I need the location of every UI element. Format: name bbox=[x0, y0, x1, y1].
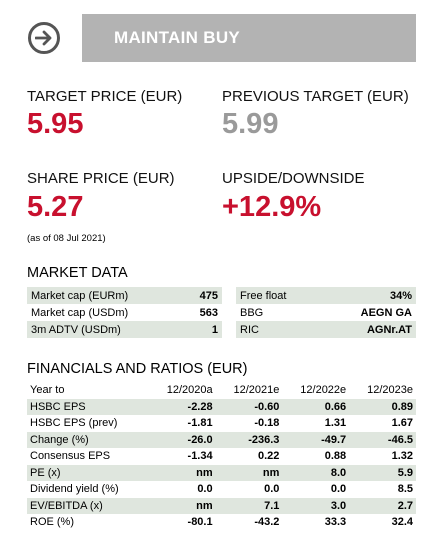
cell-value: 1.31 bbox=[324, 417, 347, 430]
cell-value: -0.60 bbox=[215, 398, 283, 415]
cell-value: -2.28 bbox=[148, 398, 216, 415]
market-data-label: RIC bbox=[236, 321, 323, 338]
table-row: 3m ADTV (USDm) 1 bbox=[27, 321, 222, 338]
market-data-left-table: Market cap (EURm) 475 Market cap (USDm) … bbox=[27, 287, 222, 338]
upside-label: UPSIDE/DOWNSIDE bbox=[222, 170, 365, 187]
target-price-value: 5.95 bbox=[27, 108, 84, 140]
table-row: EV/EBITDA (x) nm 7.1 3.0 2.7 bbox=[27, 497, 416, 514]
share-price-value: 5.27 bbox=[27, 191, 84, 223]
cell-value: 0.22 bbox=[257, 450, 280, 463]
previous-target-label: PREVIOUS TARGET (EUR) bbox=[222, 88, 409, 105]
cell-value: 5.9 bbox=[349, 464, 416, 481]
market-data-value: 475 bbox=[182, 287, 222, 304]
table-row: HSBC EPS (prev) -1.81 -0.18 1.31 1.67 bbox=[27, 415, 416, 432]
cell-value: nm bbox=[148, 497, 216, 514]
market-data-label: Free float bbox=[236, 287, 323, 304]
table-row: BBG AEGN GA bbox=[236, 304, 416, 321]
row-label: PE (x) bbox=[27, 464, 149, 481]
cell-value: -236.3 bbox=[215, 431, 283, 448]
arrow-right-icon bbox=[28, 22, 60, 54]
cell-value: -0.18 bbox=[254, 417, 280, 430]
table-row: Dividend yield (%) 0.0 0.0 0.0 8.5 bbox=[27, 481, 416, 498]
cell-value: 0.89 bbox=[349, 398, 416, 415]
cell-value: 0.66 bbox=[282, 398, 350, 415]
target-price-label: TARGET PRICE (EUR) bbox=[27, 88, 183, 105]
cell-value: 32.4 bbox=[391, 516, 413, 529]
cell-value: -1.34 bbox=[187, 450, 213, 463]
cell-value: 1.67 bbox=[391, 417, 413, 430]
rating-banner: MAINTAIN BUY bbox=[24, 14, 416, 62]
table-row: Change (%) -26.0 -236.3 -49.7 -46.5 bbox=[27, 431, 416, 448]
cell-value: -46.5 bbox=[349, 431, 416, 448]
column-header: 12/2020a bbox=[166, 384, 213, 397]
financials-title: FINANCIALS AND RATIOS (EUR) bbox=[27, 361, 248, 377]
cell-value: 0.88 bbox=[324, 450, 347, 463]
market-data-label: Market cap (USDm) bbox=[31, 306, 129, 319]
share-price-as-of: (as of 08 Jul 2021) bbox=[27, 233, 106, 244]
table-header-row: Year to 12/2020a 12/2021e 12/2022e 12/20… bbox=[27, 382, 416, 399]
rating-icon-box bbox=[24, 14, 82, 62]
row-label: ROE (%) bbox=[30, 516, 74, 529]
cell-value: 3.0 bbox=[282, 497, 350, 514]
share-price-label: SHARE PRICE (EUR) bbox=[27, 170, 175, 187]
cell-value: 0.0 bbox=[330, 483, 347, 496]
cell-value: 1.32 bbox=[391, 450, 413, 463]
cell-value: 2.7 bbox=[349, 497, 416, 514]
upside-value: +12.9% bbox=[222, 191, 322, 223]
table-row: HSBC EPS -2.28 -0.60 0.66 0.89 bbox=[27, 398, 416, 415]
cell-value: 8.0 bbox=[282, 464, 350, 481]
column-header: 12/2022e bbox=[300, 384, 347, 397]
table-row: Free float 34% bbox=[236, 287, 416, 304]
table-row: Consensus EPS -1.34 0.22 0.88 1.32 bbox=[27, 448, 416, 465]
cell-value: 8.5 bbox=[397, 483, 413, 496]
cell-value: -49.7 bbox=[282, 431, 350, 448]
table-row: RIC AGNr.AT bbox=[236, 321, 416, 338]
cell-value: nm bbox=[148, 464, 216, 481]
row-label: HSBC EPS bbox=[27, 398, 149, 415]
row-label: Dividend yield (%) bbox=[30, 483, 119, 496]
cell-value: 7.1 bbox=[215, 497, 283, 514]
cell-value: 33.3 bbox=[324, 516, 347, 529]
market-data-value: AEGN GA bbox=[360, 306, 412, 319]
column-header: 12/2023e bbox=[367, 384, 413, 397]
row-label: HSBC EPS (prev) bbox=[30, 417, 118, 430]
market-data-label: BBG bbox=[240, 306, 264, 319]
row-label: Change (%) bbox=[27, 431, 149, 448]
market-data-value: 34% bbox=[322, 287, 416, 304]
market-data-value: AGNr.AT bbox=[322, 321, 416, 338]
cell-value: 0.0 bbox=[197, 483, 213, 496]
market-data-right-table: Free float 34% BBG AEGN GA RIC AGNr.AT bbox=[236, 287, 416, 338]
cell-value: -1.81 bbox=[187, 417, 213, 430]
table-row: PE (x) nm nm 8.0 5.9 bbox=[27, 464, 416, 481]
row-label: EV/EBITDA (x) bbox=[27, 497, 149, 514]
market-data-value: 563 bbox=[199, 306, 218, 319]
row-label: Consensus EPS bbox=[30, 450, 111, 463]
column-header: Year to bbox=[30, 384, 65, 397]
column-header: 12/2021e bbox=[233, 384, 280, 397]
market-data-value: 1 bbox=[182, 321, 222, 338]
table-row: Market cap (USDm) 563 bbox=[27, 304, 222, 321]
cell-value: -43.2 bbox=[254, 516, 280, 529]
cell-value: -80.1 bbox=[187, 516, 213, 529]
financials-table: Year to 12/2020a 12/2021e 12/2022e 12/20… bbox=[27, 382, 416, 531]
table-row: ROE (%) -80.1 -43.2 33.3 32.4 bbox=[27, 514, 416, 531]
previous-target-value: 5.99 bbox=[222, 108, 279, 140]
cell-value: -26.0 bbox=[148, 431, 216, 448]
rating-label: MAINTAIN BUY bbox=[82, 14, 416, 62]
cell-value: 0.0 bbox=[264, 483, 280, 496]
table-row: Market cap (EURm) 475 bbox=[27, 287, 222, 304]
cell-value: nm bbox=[215, 464, 283, 481]
market-data-label: Market cap (EURm) bbox=[27, 287, 183, 304]
market-data-label: 3m ADTV (USDm) bbox=[27, 321, 183, 338]
market-data-title: MARKET DATA bbox=[27, 265, 128, 281]
